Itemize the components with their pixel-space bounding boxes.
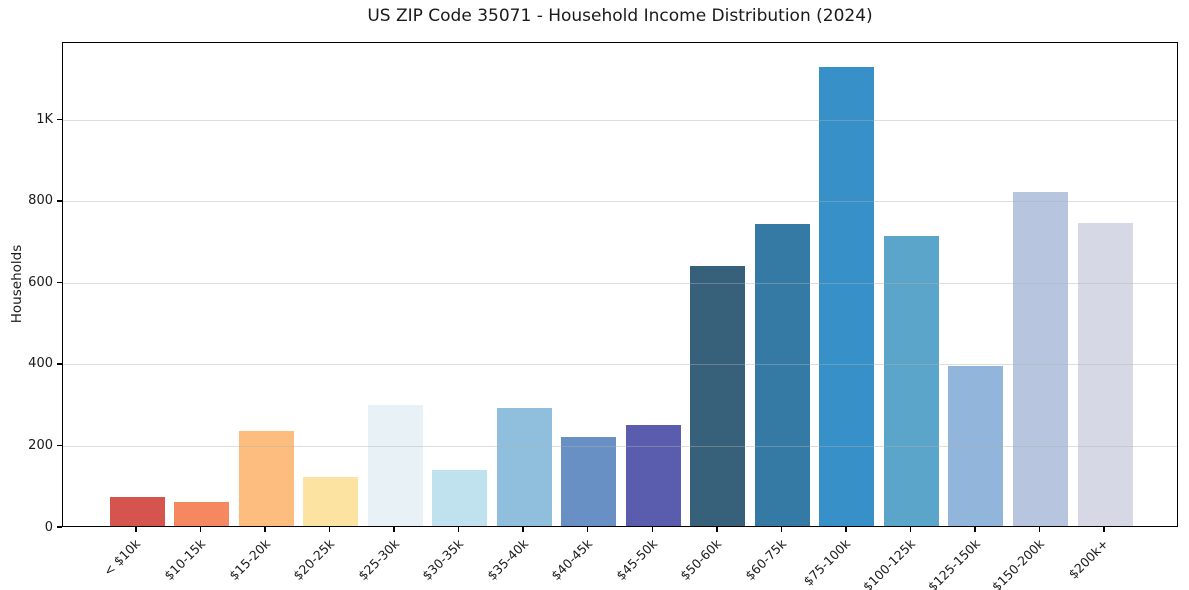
x-tick-mark bbox=[716, 527, 718, 532]
x-tick-mark bbox=[328, 527, 331, 532]
x-tick-mark bbox=[457, 527, 460, 532]
plot-area bbox=[62, 42, 1178, 527]
x-tick-mark bbox=[393, 527, 395, 532]
x-tick-label: < $10k bbox=[100, 536, 144, 579]
gridline-y-800 bbox=[63, 201, 1177, 203]
x-tick-label: $100-125k bbox=[859, 536, 918, 590]
x-tick-label: $40-45k bbox=[548, 536, 596, 584]
bar-40-45k bbox=[561, 437, 617, 526]
y-tick-mark bbox=[57, 118, 62, 121]
bar-25-30k bbox=[367, 405, 423, 526]
y-tick-mark bbox=[57, 444, 62, 447]
x-tick-mark bbox=[522, 527, 524, 532]
x-tick-label: $75-100k bbox=[800, 536, 854, 589]
gridline-y-200 bbox=[63, 445, 1177, 447]
x-tick-label: $20-25k bbox=[290, 536, 338, 584]
bar-20-25k bbox=[303, 477, 359, 526]
x-tick-label: $15-20k bbox=[225, 536, 273, 584]
x-tick-mark bbox=[135, 527, 137, 532]
y-tick-mark bbox=[57, 363, 62, 365]
gridline-y-400 bbox=[63, 364, 1177, 366]
y-tick-label: 800 bbox=[28, 193, 53, 209]
x-tick-mark bbox=[199, 527, 202, 532]
bar-100-125k bbox=[883, 236, 939, 526]
x-tick-label: $35-40k bbox=[483, 536, 531, 584]
bar-30-35k bbox=[432, 469, 488, 526]
gridline-y-1000 bbox=[63, 119, 1177, 121]
x-tick-mark bbox=[780, 527, 783, 532]
bar-45-50k bbox=[625, 425, 681, 526]
x-tick-label: $125-150k bbox=[924, 536, 983, 590]
x-tick-mark bbox=[651, 527, 654, 532]
x-tick-label: $200k+ bbox=[1065, 536, 1112, 582]
x-tick-label: $25-30k bbox=[354, 536, 402, 584]
gridline-y-600 bbox=[63, 282, 1177, 284]
bar-200k bbox=[1077, 222, 1133, 526]
bar-125-150k bbox=[948, 366, 1004, 526]
x-tick-mark bbox=[586, 527, 589, 532]
y-tick-label: 200 bbox=[28, 437, 53, 453]
x-tick-label: $60-75k bbox=[741, 536, 789, 584]
x-tick-label: $45-50k bbox=[612, 536, 660, 584]
x-tick-mark bbox=[264, 527, 266, 532]
y-tick-mark bbox=[57, 281, 62, 284]
y-tick-mark bbox=[57, 526, 62, 528]
x-tick-mark bbox=[1038, 527, 1041, 532]
x-tick-mark bbox=[845, 527, 847, 532]
bar-60-75k bbox=[754, 224, 810, 526]
chart-title: US ZIP Code 35071 - Household Income Dis… bbox=[367, 6, 873, 26]
x-tick-label: $150-200k bbox=[988, 536, 1048, 590]
bar-75-100k bbox=[819, 66, 875, 526]
x-tick-label: $30-35k bbox=[419, 536, 467, 584]
y-tick-label: 0 bbox=[44, 519, 53, 535]
y-tick-label: 600 bbox=[28, 274, 53, 290]
y-tick-label: 1K bbox=[36, 111, 53, 127]
x-tick-mark bbox=[974, 527, 976, 532]
bar-50-60k bbox=[690, 266, 746, 526]
y-tick-label: 400 bbox=[28, 356, 53, 372]
bar-15-20k bbox=[238, 431, 294, 526]
bar-10-15k bbox=[174, 501, 230, 526]
bar-10k bbox=[109, 497, 165, 526]
x-tick-mark bbox=[909, 527, 912, 532]
bar-150-200k bbox=[1012, 191, 1068, 526]
x-tick-label: $10-15k bbox=[161, 536, 209, 584]
x-tick-mark bbox=[1103, 527, 1105, 532]
x-tick-label: $50-60k bbox=[677, 536, 725, 584]
y-tick-mark bbox=[57, 200, 62, 202]
bar-35-40k bbox=[496, 407, 552, 526]
